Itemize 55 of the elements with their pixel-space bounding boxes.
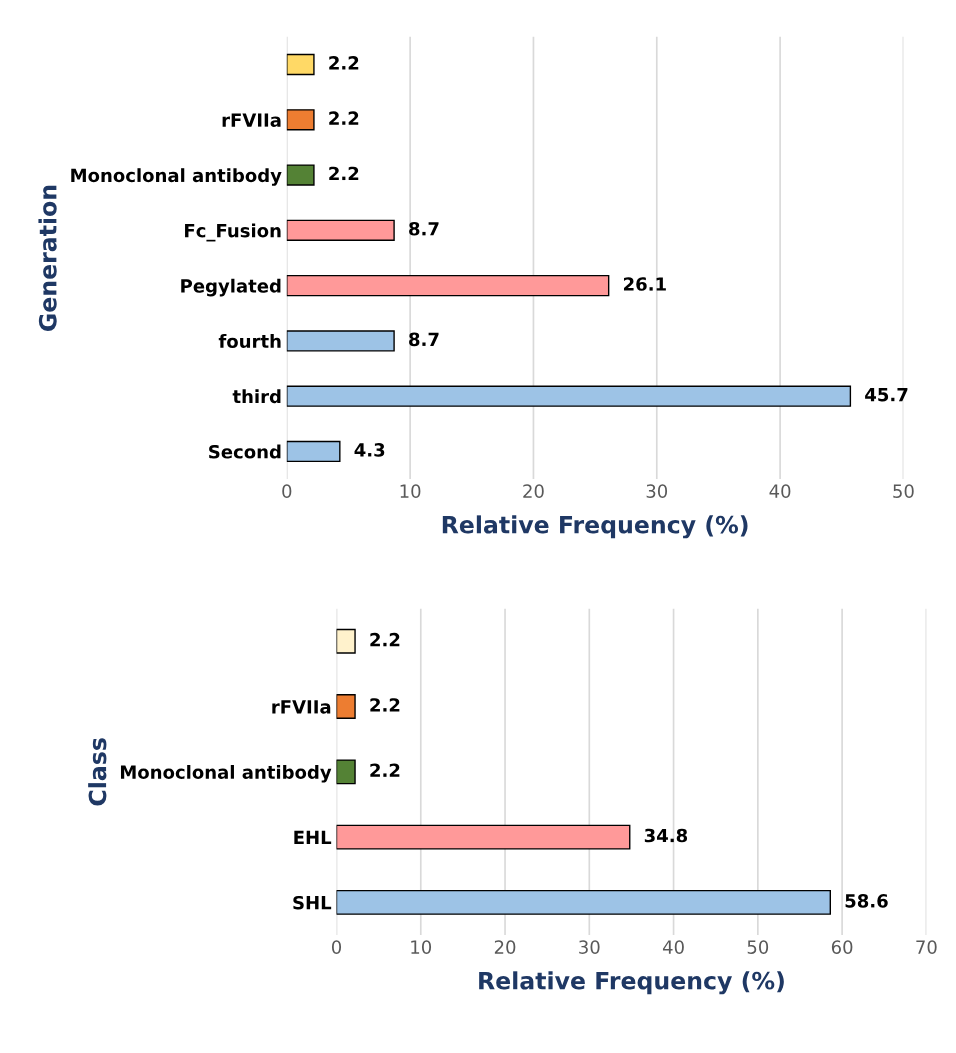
data-label: 34.8 [644, 828, 688, 843]
bar [286, 164, 315, 186]
x-axis-title: Relative Frequency (%) [479, 971, 784, 995]
data-label: 8.7 [409, 221, 439, 236]
bar [336, 889, 831, 915]
y-tick-label: fourth [218, 334, 281, 349]
data-label: 2.2 [329, 56, 359, 70]
x-tick-label: 0 [282, 484, 292, 498]
y-tick-label: rFVIIa [222, 113, 281, 127]
bar [286, 219, 395, 241]
y-tick-label: third [232, 389, 281, 404]
x-tick-label: 30 [646, 484, 668, 498]
data-label: 2.2 [370, 763, 400, 777]
x-tick-label: 20 [494, 940, 516, 954]
x-tick-label: 50 [893, 484, 914, 498]
x-tick-label: 60 [831, 940, 853, 954]
bar [286, 330, 395, 352]
bar [286, 53, 315, 76]
bar [286, 109, 315, 131]
y-tick-label: SHL [293, 895, 332, 910]
x-axis-title: Relative Frequency (%) [442, 515, 748, 539]
data-label: 8.7 [409, 332, 439, 347]
bar [286, 385, 852, 407]
data-label: 2.2 [329, 166, 359, 181]
data-label: 26.1 [623, 277, 666, 291]
x-tick-label: 30 [579, 940, 600, 954]
y-axis-title: Class [88, 738, 107, 806]
y-tick-label: EHL [294, 830, 332, 844]
data-label: 2.2 [370, 698, 400, 712]
x-tick-label: 0 [331, 940, 342, 954]
x-tick-label: 10 [411, 940, 432, 954]
x-tick-label: 40 [662, 940, 684, 954]
data-label: 4.3 [354, 443, 385, 457]
bar [286, 440, 341, 463]
x-tick-label: 70 [916, 940, 937, 954]
x-tick-label: 40 [769, 484, 791, 498]
bar [336, 628, 356, 654]
data-label: 58.6 [845, 894, 888, 908]
y-tick-label: Pegylated [181, 278, 281, 297]
y-tick-label: rFVIIa [272, 700, 331, 714]
x-tick-label: 10 [400, 484, 421, 498]
data-label: 2.2 [329, 111, 359, 125]
y-tick-label: Second [209, 444, 281, 459]
y-tick-label: Monoclonal antibody [71, 168, 282, 186]
x-tick-label: 50 [747, 940, 769, 954]
y-axis-title: Generation [38, 185, 57, 331]
x-tick-label: 20 [523, 484, 544, 498]
bar [286, 274, 610, 297]
data-label: 45.7 [865, 388, 908, 402]
bar [336, 759, 356, 785]
bar [336, 824, 631, 850]
bar [336, 694, 356, 720]
y-tick-label: Fc_Fusion [185, 223, 281, 242]
data-label: 2.2 [370, 632, 400, 647]
y-tick-label: Monoclonal antibody [120, 764, 332, 783]
